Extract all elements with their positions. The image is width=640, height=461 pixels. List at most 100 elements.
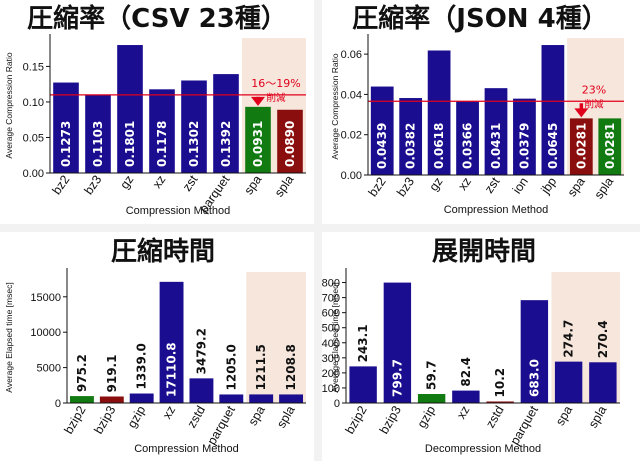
value-label: 0.0890 [283,121,297,167]
y-tick-label: 100 [322,383,340,395]
reduction-arrow-icon [251,96,265,106]
x-axis-label: Compression Method [126,205,231,217]
bar-xz [149,89,175,173]
y-tick-label: 500 [322,323,340,335]
y-tick-label: 0.15 [23,61,44,73]
bar-gz [427,50,451,175]
bar-xz [456,101,479,175]
bar-spa [569,118,593,175]
bar-bz3 [85,94,111,173]
reduction-annotation: 23% [582,83,606,96]
chart-title: 展開時間 [432,237,536,267]
value-label: 0.0931 [251,121,265,167]
bar-spla [598,118,622,175]
value-label: 0.0379 [517,123,531,169]
bar-parquet [520,300,549,403]
y-tick-label: 600 [322,308,340,320]
chart-title: 圧縮率（CSV 23種） [27,3,287,34]
bar-jbp [541,45,565,176]
y-tick-label: 0.00 [341,170,362,182]
bar-parquet [213,74,239,173]
x-axis-label: Compression Method [134,443,239,455]
value-label: 799.7 [390,359,404,397]
bar-gzip [417,394,446,403]
bar-gz [117,45,143,173]
value-label: 270.4 [596,320,610,358]
value-label: 0.1273 [59,121,73,167]
chart-title: 圧縮率（JSON 4種） [352,3,607,34]
value-label: 59.7 [425,360,439,390]
value-label: 0.1392 [219,121,233,167]
value-label: 919.1 [105,355,119,393]
bar-spa [554,361,583,403]
y-tick-label: 700 [322,293,340,305]
bar-bzip3 [99,396,124,403]
value-label: 0.1178 [155,121,169,167]
value-label: 0.0645 [546,123,560,169]
value-label: 82.4 [459,357,473,387]
bar-bz2 [370,86,394,175]
value-label: 1339.0 [135,343,149,389]
reduction-arrow-icon [574,108,589,118]
category-label: gz [427,175,446,194]
highlight-region [246,272,306,403]
value-label: 17110.8 [165,342,179,397]
bar-spla [279,394,304,403]
value-label: 3479.2 [194,328,208,374]
value-label: 1211.5 [254,344,268,390]
x-axis-label: Decompression Method [425,443,541,455]
y-tick-label: 0.10 [23,97,44,109]
category-label: xz [160,404,178,422]
category-label: xz [454,404,472,422]
value-label: 243.1 [356,324,370,362]
value-label: 0.0382 [404,123,418,169]
chart-panel-1: 圧縮率（CSV 23種） 0.00 0.05 0.10 0.15 Average Comp… [0,0,314,224]
value-label: 0.0281 [574,123,588,169]
chart-title: 圧縮時間 [111,236,215,267]
y-tick-label: 15000 [30,292,61,304]
y-tick-label: 5000 [37,363,61,375]
bar-bzip2 [69,396,94,403]
value-label: 1208.8 [284,344,298,390]
category-label: gz [117,173,136,192]
y-tick-label: 400 [322,338,340,350]
y-tick-label: 10000 [30,327,61,339]
y-tick-label: 0.05 [23,132,44,144]
bar-bzip3 [383,282,412,403]
bar-zst [181,80,207,173]
bar-spa [249,394,274,403]
value-label: 683.0 [527,359,541,397]
reduction-annotation-sub: 削減 [266,92,286,104]
bar-bz2 [53,82,79,173]
value-label: 0.0439 [375,123,389,169]
bar-spa [245,106,271,173]
y-tick-label: 0.06 [341,49,362,61]
bar-parquet [219,394,244,403]
chart-panel-3: 圧縮時間 0 5000 10000 15000 Average Elapsed time … [0,232,314,461]
bar-xz [159,281,184,403]
value-label: 1205.0 [224,344,238,390]
bar-ion [513,98,536,175]
y-tick-label: 0.04 [341,89,362,101]
y-tick-label: 0 [334,398,340,410]
y-tick-label: 300 [322,353,340,365]
y-tick-label: 0.00 [23,168,44,180]
value-label: 0.1302 [187,121,201,167]
value-label: 0.1801 [123,121,137,167]
y-axis-label: Average Elapsed time [msec] [4,282,14,392]
bar-gzip [129,393,154,403]
bar-zstd [189,378,214,403]
bar-bz3 [399,98,423,175]
bar-zst [484,88,508,175]
x-axis-label: Compression Method [444,204,549,216]
bar-spla [589,362,617,403]
y-axis-label: Average Elapsed time [msec] [330,282,340,392]
y-tick-label: 800 [322,278,340,290]
value-label: 0.1103 [91,121,105,167]
reduction-annotation: 16～19% [251,77,300,90]
y-tick-label: 0.02 [341,130,362,142]
value-label: 0.0281 [603,123,617,169]
value-label: 0.0431 [489,123,503,169]
